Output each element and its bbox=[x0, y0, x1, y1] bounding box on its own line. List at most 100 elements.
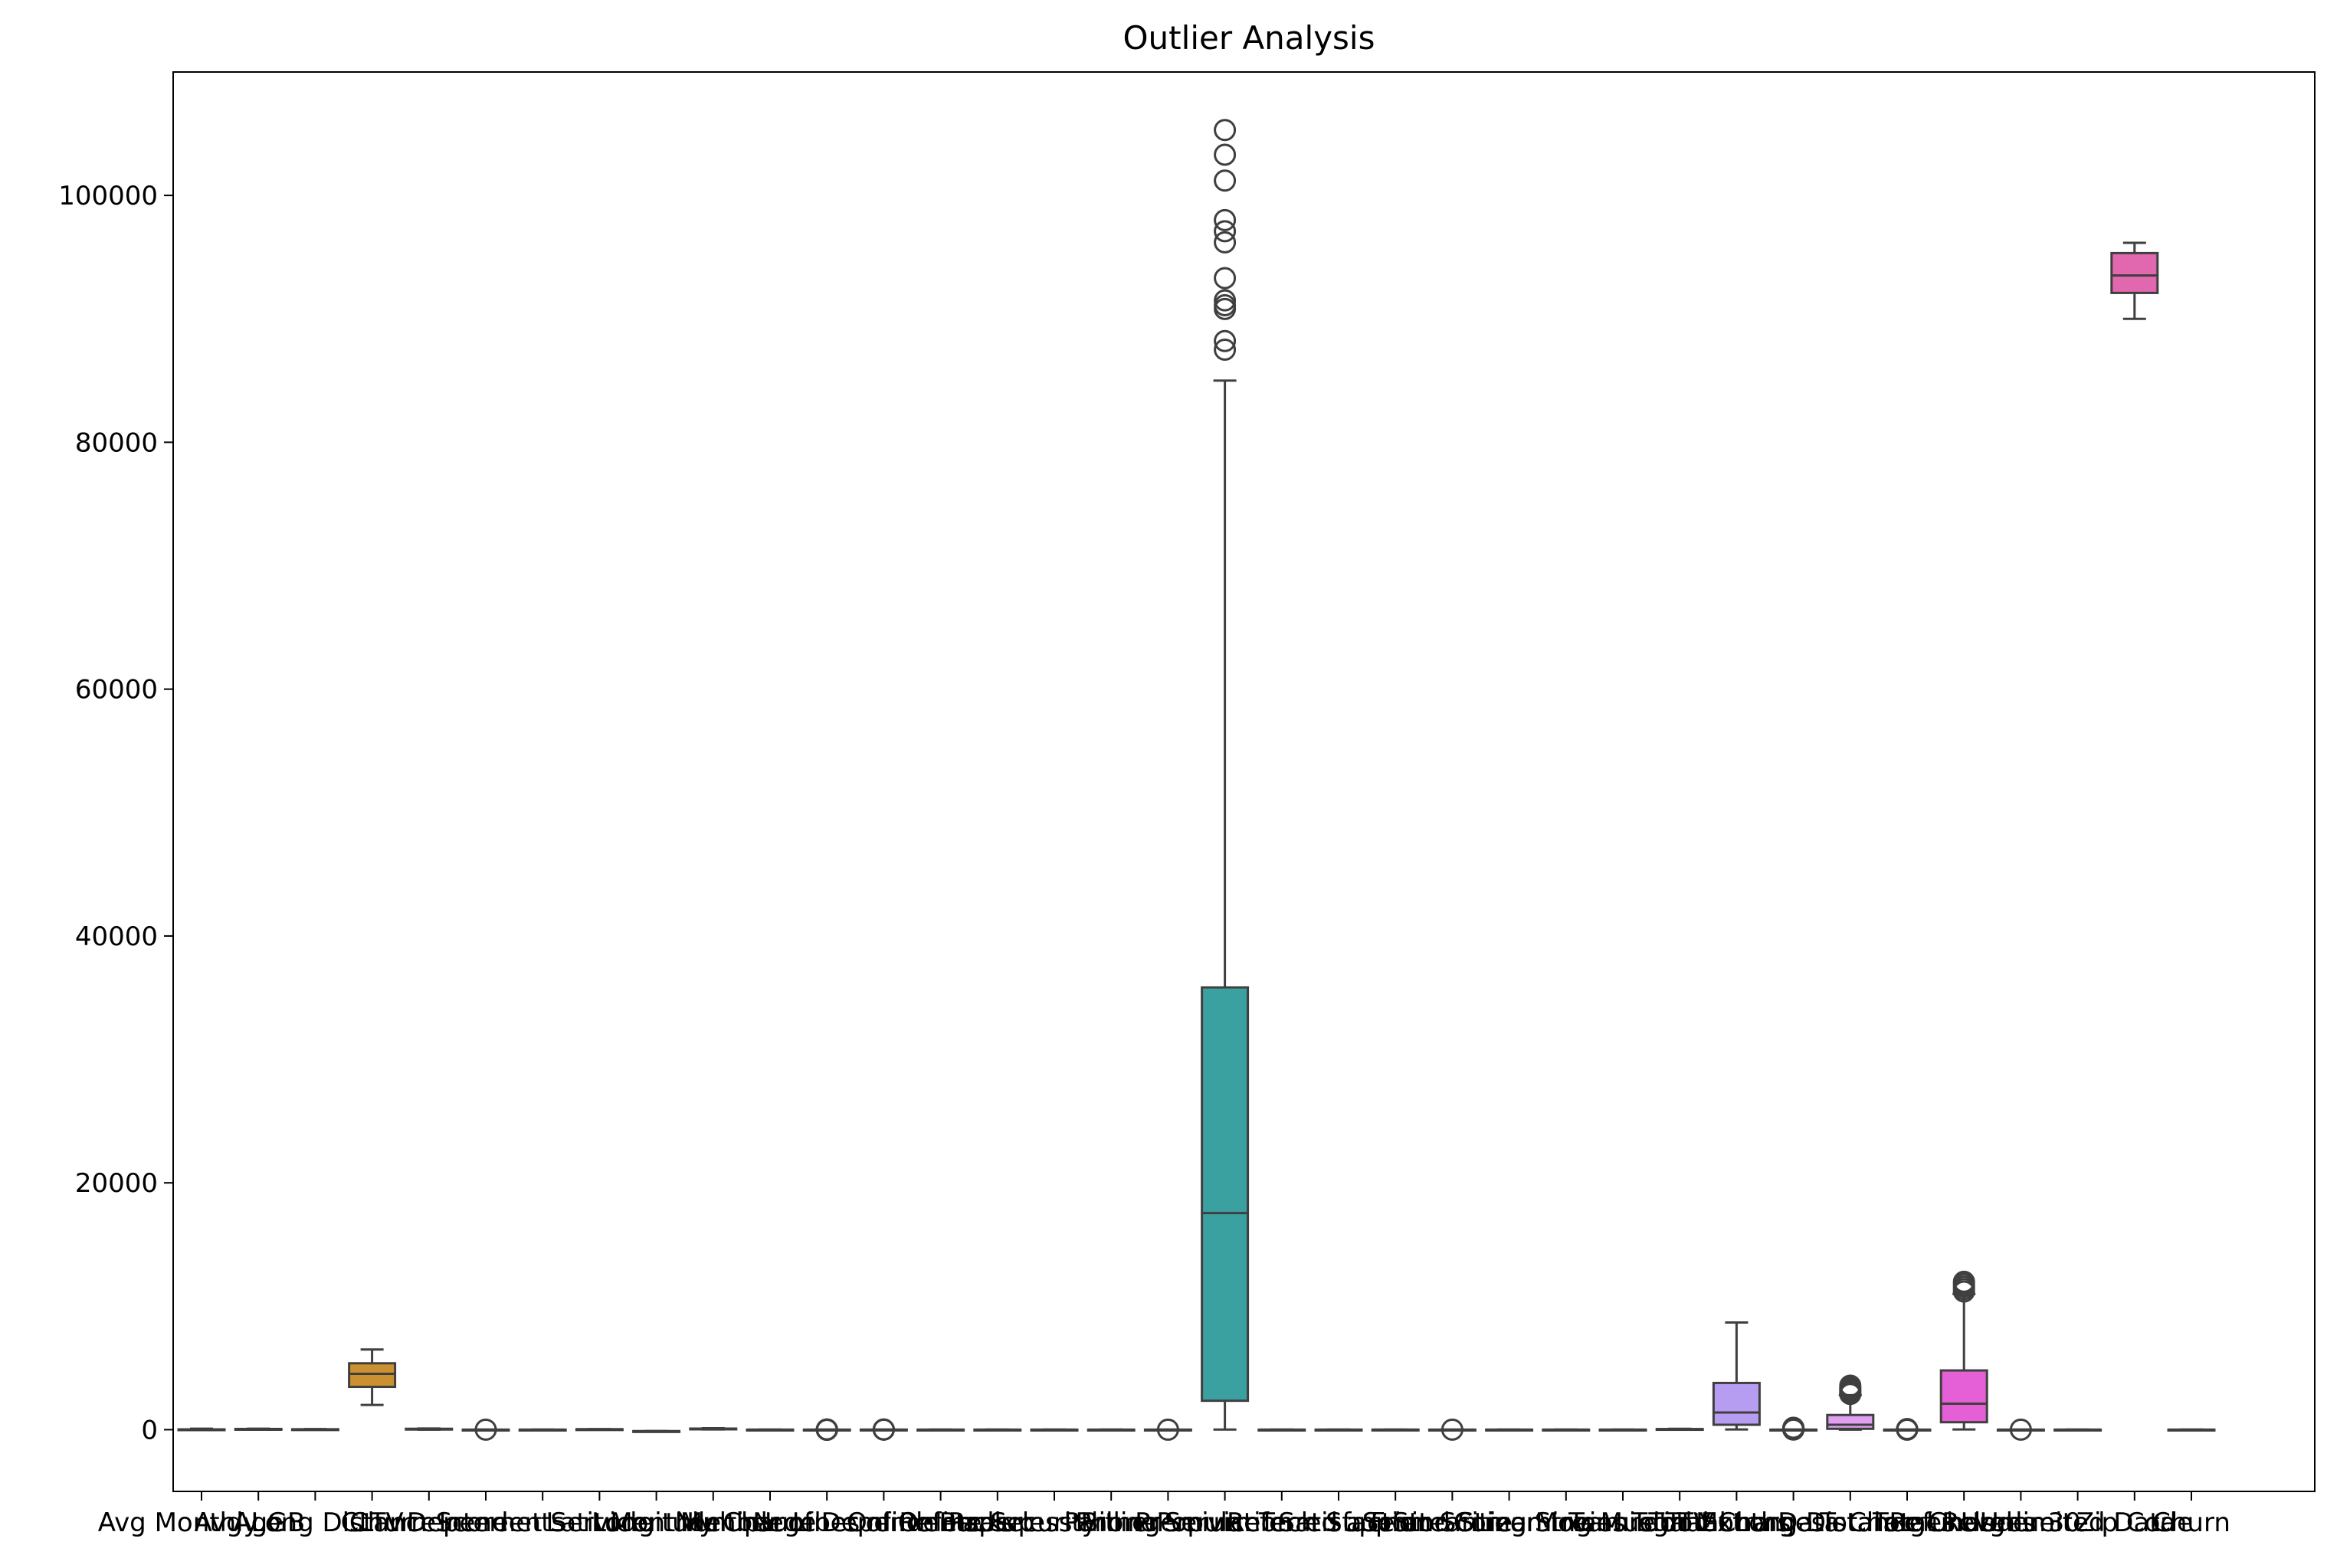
box-group bbox=[575, 1428, 624, 1432]
box-group bbox=[2167, 1428, 2216, 1432]
box-group bbox=[1030, 1428, 1079, 1432]
outlier-point bbox=[815, 1418, 838, 1441]
box-group bbox=[2053, 1428, 2103, 1432]
box-iqr bbox=[348, 1362, 397, 1389]
box-group bbox=[348, 1348, 397, 1406]
box-iqr bbox=[1201, 986, 1250, 1403]
box-group bbox=[177, 1427, 226, 1432]
x-tick-label: Tenure in Months bbox=[1568, 1507, 1791, 1538]
outlier-point bbox=[872, 1418, 895, 1441]
x-tick-label: Unlimited Data bbox=[1980, 1507, 2176, 1538]
outlier-point bbox=[1896, 1418, 1919, 1441]
box-group bbox=[461, 1418, 510, 1441]
x-tick-label: Streaming Music bbox=[1457, 1507, 1674, 1538]
outlier-point bbox=[1782, 1416, 1805, 1439]
y-tick-label: 60000 bbox=[75, 675, 158, 705]
box-group bbox=[632, 1429, 681, 1433]
outlier-point bbox=[1156, 1418, 1179, 1441]
x-tick-label: Population bbox=[1156, 1507, 1293, 1538]
outlier-point bbox=[1214, 208, 1237, 231]
chart-title: Outlier Analysis bbox=[1123, 19, 1375, 57]
box-group bbox=[1939, 1270, 1988, 1431]
box-group bbox=[518, 1428, 567, 1432]
x-tick-label: Zip Code bbox=[2076, 1507, 2193, 1538]
x-tick-label: Paperless Billing bbox=[948, 1507, 1160, 1538]
outlier-point bbox=[1839, 1374, 1862, 1397]
y-axis: 0 20000 40000 60000 80000 100000 bbox=[58, 181, 173, 1445]
outlier-point bbox=[1214, 329, 1237, 352]
x-tick-label: Total Refunds bbox=[1819, 1507, 1994, 1538]
box-group bbox=[1314, 1428, 1363, 1432]
x-tick-label: Streaming TV bbox=[1535, 1507, 1711, 1538]
outlier-point bbox=[1214, 220, 1237, 243]
x-tick-label: Number of Dependents bbox=[675, 1507, 979, 1538]
box-group bbox=[1257, 1428, 1306, 1432]
box-iqr bbox=[1939, 1369, 1988, 1424]
box-iqr bbox=[1826, 1413, 1875, 1430]
box-iqr bbox=[2110, 251, 2159, 294]
box-group bbox=[746, 1428, 795, 1432]
outlier-point bbox=[2009, 1418, 2032, 1441]
x-tick-label: Age bbox=[233, 1507, 284, 1538]
x-tick-label: Satisfaction Score bbox=[1278, 1507, 1513, 1538]
x-tick-label: Total Long Distance Charges bbox=[1665, 1507, 2036, 1538]
box-group bbox=[1143, 1418, 1192, 1441]
outlier-point bbox=[1214, 294, 1237, 317]
x-tick-label: Partner bbox=[1064, 1507, 1159, 1538]
box-group bbox=[1769, 1416, 1818, 1441]
box-group bbox=[973, 1428, 1022, 1432]
box-group bbox=[1542, 1428, 1591, 1432]
box-group bbox=[1996, 1418, 2045, 1441]
y-tick-label: 100000 bbox=[58, 181, 158, 211]
x-tick-label: Avg Long Distance bbox=[195, 1507, 437, 1538]
plot-area-frame bbox=[172, 71, 2316, 1492]
box-group bbox=[1598, 1428, 1647, 1432]
x-tick-label: Number of Referrals bbox=[752, 1507, 1014, 1538]
x-tick-label: Under 30 bbox=[1961, 1507, 2081, 1538]
boxes-layer bbox=[177, 119, 2216, 1441]
y-tick-label: 80000 bbox=[75, 427, 158, 458]
box-group bbox=[802, 1418, 851, 1441]
box-group bbox=[1485, 1428, 1534, 1432]
x-tick-label: Churn Score bbox=[349, 1507, 509, 1538]
x-tick-label: Streaming Movies bbox=[1392, 1507, 1626, 1538]
box-group bbox=[689, 1427, 738, 1431]
x-tick-label: Online Security bbox=[898, 1507, 1097, 1538]
outlier-point bbox=[1214, 169, 1237, 192]
x-tick-label: Referred a Friend bbox=[1227, 1507, 1450, 1538]
box-group bbox=[1427, 1418, 1477, 1441]
x-tick-label: Online Backup bbox=[847, 1507, 1034, 1538]
x-tick-label: Phone Service bbox=[1076, 1507, 1261, 1538]
box-group bbox=[1201, 119, 1250, 1431]
x-tick-label: Total Extra Data Charges bbox=[1631, 1507, 1955, 1538]
outlier-point bbox=[1214, 267, 1237, 290]
y-tick-label: 0 bbox=[141, 1415, 158, 1445]
y-tick-label: 40000 bbox=[75, 921, 158, 952]
box-group bbox=[2110, 241, 2159, 320]
x-tick-label: Dependents bbox=[407, 1507, 565, 1538]
x-tick-label: CLTV bbox=[341, 1507, 404, 1538]
outlier-point bbox=[1440, 1418, 1463, 1441]
x-tick-label: Longitude bbox=[592, 1507, 721, 1538]
x-tick-label: Total Charges bbox=[1647, 1507, 1824, 1538]
outlier-point bbox=[1214, 143, 1237, 166]
box-group bbox=[1883, 1418, 1932, 1441]
box-group bbox=[1712, 1321, 1761, 1431]
x-tick-label: Senior Citizen bbox=[1362, 1507, 1542, 1538]
box-group bbox=[916, 1428, 965, 1432]
outlier-point bbox=[1214, 339, 1237, 362]
outlier-point bbox=[1214, 231, 1237, 254]
x-tick-label: Total Revenue bbox=[1872, 1507, 2055, 1538]
x-tick-label: Monthly Charge bbox=[610, 1507, 816, 1538]
y-tick-label: 20000 bbox=[75, 1168, 158, 1199]
x-tick-label: Premium Tech Support bbox=[1135, 1507, 1428, 1538]
box-group bbox=[859, 1418, 908, 1441]
box-group bbox=[1371, 1428, 1420, 1432]
outlier-point bbox=[1952, 1270, 1975, 1293]
box-group bbox=[290, 1428, 339, 1432]
x-tick-label: Internet Service bbox=[438, 1507, 646, 1538]
x-tick-label: Churn bbox=[2152, 1507, 2230, 1538]
